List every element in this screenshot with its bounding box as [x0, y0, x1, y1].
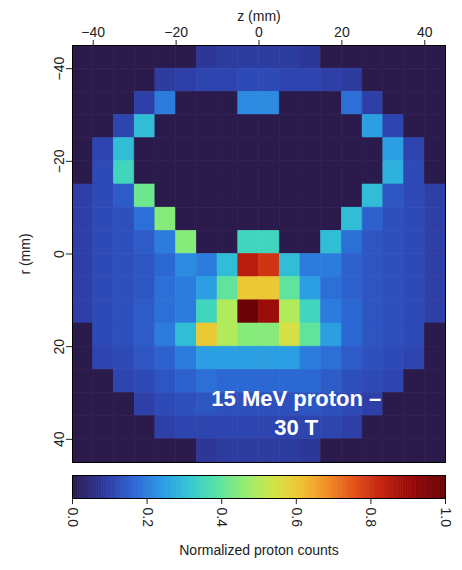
svg-text:0.2: 0.2: [140, 508, 156, 528]
svg-text:z (mm): z (mm): [237, 8, 281, 24]
svg-text:20: 20: [334, 24, 350, 40]
svg-text:−20: −20: [164, 24, 188, 40]
svg-text:0: 0: [51, 250, 67, 258]
svg-text:15 MeV proton –30 T: 15 MeV proton –30 T: [211, 386, 381, 440]
svg-text:0.8: 0.8: [363, 508, 379, 528]
svg-text:−20: −20: [51, 149, 67, 173]
svg-text:−40: −40: [51, 57, 67, 81]
svg-text:0: 0: [255, 24, 263, 40]
svg-text:40: 40: [51, 431, 67, 447]
svg-text:1.0: 1.0: [438, 508, 454, 528]
svg-text:−40: −40: [81, 24, 105, 40]
svg-text:20: 20: [51, 339, 67, 355]
svg-text:0.0: 0.0: [65, 508, 81, 528]
svg-text:r (mm): r (mm): [17, 233, 33, 274]
svg-text:Normalized proton counts: Normalized proton counts: [179, 542, 339, 558]
svg-text:0.4: 0.4: [214, 508, 230, 528]
svg-text:40: 40: [417, 24, 433, 40]
svg-text:0.6: 0.6: [289, 508, 305, 528]
